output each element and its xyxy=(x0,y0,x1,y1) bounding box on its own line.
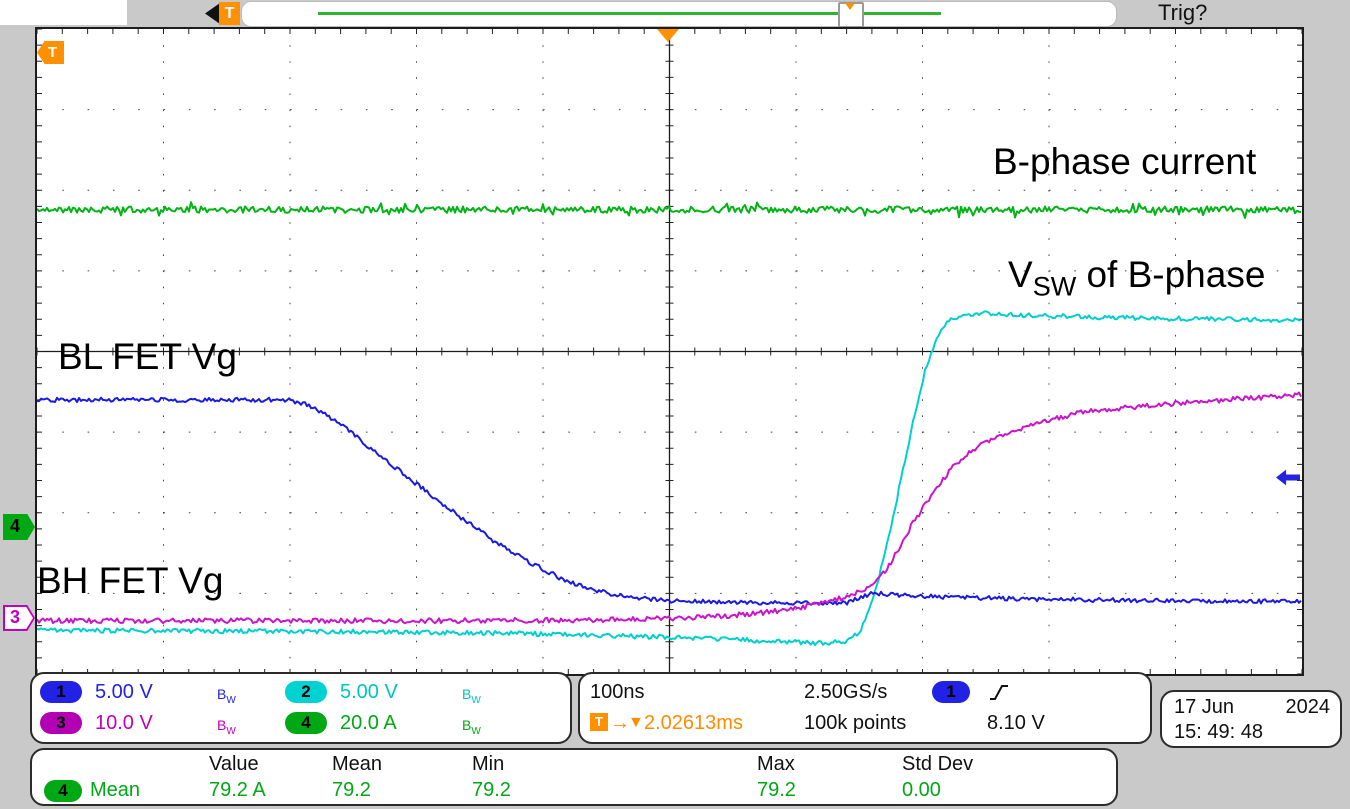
record-length: 100k points xyxy=(804,712,907,734)
trigger-t-icon: T xyxy=(219,2,240,25)
meas-max: 79.2 xyxy=(757,779,796,801)
sample-rate: 2.50GS/s xyxy=(804,681,888,703)
trigger-level-value: 8.10 V xyxy=(987,712,1045,734)
ch4-ground-marker: 4 xyxy=(3,514,35,540)
trigger-delay-marker-icon: ▼ xyxy=(628,714,644,731)
trigger-delay-value: 2.02613ms xyxy=(644,712,743,734)
ch1-trace-label: BL FET Vg xyxy=(58,336,237,377)
ch1-bandwidth-icon: BW xyxy=(217,686,236,706)
ch1-badge: 1 xyxy=(40,681,82,703)
meas-name: Mean xyxy=(90,779,141,801)
ch2-trace-label: VSW of B-phase xyxy=(1008,254,1266,302)
ch3-scale: 10.0 V xyxy=(95,712,153,734)
meas-mean: 79.2 xyxy=(332,779,371,801)
trigger-left-arrow-icon xyxy=(205,3,220,24)
channel-readout-box: 1 5.00 V BW 2 5.00 V BW 3 10.0 V BW 4 20… xyxy=(30,672,572,744)
ch3-ground-marker: 3 xyxy=(3,605,35,631)
meas-ch4-badge: 4 xyxy=(44,780,82,802)
record-trigger-marker-icon xyxy=(845,3,855,10)
ch4-trace-label: B-phase current xyxy=(993,141,1257,182)
record-waveform-line xyxy=(318,12,941,15)
time: 15: 49: 48 xyxy=(1174,721,1263,743)
datetime-box: 17 Jun 2024 15: 49: 48 xyxy=(1160,690,1342,748)
ch4-badge: 4 xyxy=(285,712,327,734)
graticule xyxy=(35,27,1304,676)
ch1-scale: 5.00 V xyxy=(95,681,153,703)
zoom-window-icon xyxy=(838,2,864,28)
record-view-bar xyxy=(241,1,1117,28)
horizontal-trigger-readout-box: 100ns 2.50GS/s 1 T → ▼ 2.02613ms 100k po… xyxy=(578,672,1152,744)
ch3-bandwidth-icon: BW xyxy=(217,717,236,737)
ch2-scale: 5.00 V xyxy=(340,681,398,703)
rising-edge-slope-icon xyxy=(990,685,1008,700)
trigger-status: Trig? xyxy=(1158,0,1208,25)
meas-header-value: Value xyxy=(209,753,259,775)
measurement-box: Value Mean Min Max Std Dev 4 Mean 79.2 A… xyxy=(30,748,1118,806)
ch3-badge: 3 xyxy=(40,712,82,734)
trigger-delay-t-icon: T xyxy=(590,713,608,731)
ch2-badge: 2 xyxy=(285,681,327,703)
ch4-bandwidth-icon: BW xyxy=(462,717,481,737)
meas-header-max: Max xyxy=(757,753,795,775)
meas-header-min: Min xyxy=(472,753,505,775)
time-per-div: 100ns xyxy=(590,681,645,703)
trigger-time-flag-icon: T xyxy=(37,41,64,64)
meas-header-mean: Mean xyxy=(332,753,383,775)
ch3-trace-label: BH FET Vg xyxy=(37,560,224,601)
waveform-plot xyxy=(37,29,1302,674)
ch2-bandwidth-icon: BW xyxy=(462,686,481,706)
meas-value: 79.2 A xyxy=(209,779,266,801)
meas-min: 79.2 xyxy=(472,779,511,801)
trigger-source-badge: 1 xyxy=(932,681,970,703)
date: 17 Jun xyxy=(1174,696,1235,718)
meas-stddev: 0.00 xyxy=(902,779,941,801)
top-left-readout-box xyxy=(0,0,127,25)
trigger-delay-arrow: → xyxy=(610,712,630,734)
meas-header-stddev: Std Dev xyxy=(902,753,974,775)
ch4-scale: 20.0 A xyxy=(340,712,397,734)
year: 2024 xyxy=(1285,696,1331,718)
